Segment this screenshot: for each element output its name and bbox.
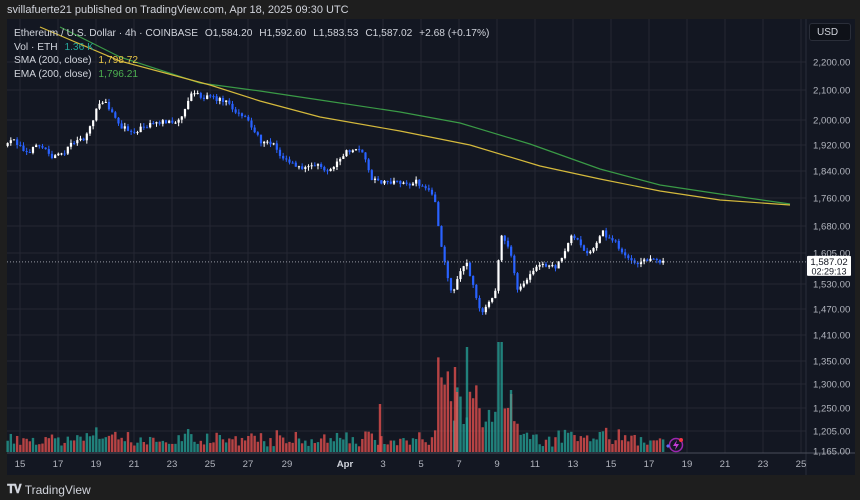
price-tick-label: 1,470.00 [813,305,850,316]
tradingview-logo-icon: 𝐓𝐕 [7,482,22,496]
time-tick-label: 23 [758,459,769,470]
time-tick-label: 25 [796,459,807,470]
lightning-event-icon[interactable] [666,437,684,453]
time-tick-label: 23 [167,459,178,470]
close-value: C1,587.02 [365,28,413,39]
chart-area[interactable] [7,19,855,475]
price-tick-label: 2,200.00 [813,58,850,69]
price-tick-label: 1,410.00 [813,331,850,342]
time-tick-label: 9 [494,459,499,470]
sma-value: 1,798.72 [98,55,139,67]
price-tick-label: 1,680.00 [813,222,850,233]
last-price-label: 1,587.02 [810,257,847,268]
time-tick-label: 17 [53,459,64,470]
price-tick-label: 1,605.00 [813,249,850,260]
sma-label: SMA (200, close) [14,55,92,67]
ema-label: EMA (200, close) [14,68,92,80]
time-tick-label: 29 [282,459,293,470]
time-tick-label: 7 [456,459,461,470]
price-tick-label: 1,205.00 [813,427,850,438]
sma-line [39,26,791,206]
price-tick-label: 1,920.00 [813,141,850,152]
sma-legend-row[interactable]: SMA (200, close) 1,798.72 [14,54,489,68]
time-tick-label: 27 [243,459,254,470]
ema-value: 1,796.21 [98,68,139,80]
time-tick-label: 5 [418,459,423,470]
time-tick-label: 19 [682,459,693,470]
candles[interactable] [6,90,665,316]
volume-legend-row[interactable]: Vol · ETH 1.36 K [14,41,489,55]
price-tick-label: 2,100.00 [813,86,850,97]
time-tick-label: 25 [205,459,216,470]
price-tick-label: 1,840.00 [813,167,850,178]
price-tick-label: 2,000.00 [813,116,850,127]
publisher-header: svillafuerte21 published on TradingView.… [7,4,349,16]
symbol-title: Ethereum / U.S. Dollar · 4h · COINBASE [14,28,198,39]
last-price-badge [807,255,851,276]
volume-bars[interactable] [6,342,665,452]
time-tick-label: 15 [606,459,617,470]
time-tick-label: 17 [644,459,655,470]
time-axis[interactable]: 15 17 19 21 23 25 27 29 Apr 3 5 7 9 11 13 15 17 19 21 23 25 [15,459,807,470]
time-tick-label: 11 [530,459,540,470]
volume-value: 1.36 K [64,41,94,53]
brand-name: TradingView [24,482,91,497]
time-tick-label: 13 [568,459,579,470]
time-tick-label: 21 [129,459,140,470]
countdown-label: 02:29:13 [811,266,846,276]
grid [7,19,806,453]
ema-legend-row[interactable]: EMA (200, close) 1,796.21 [14,68,489,82]
price-tick-label: 1,165.00 [813,447,850,458]
time-tick-label: 15 [15,459,26,470]
time-tick-label: 19 [91,459,102,470]
currency-button[interactable]: USD [809,23,851,41]
price-tick-label: 1,350.00 [813,357,850,368]
low-value: L1,583.53 [313,28,359,39]
time-tick-label: 3 [380,459,385,470]
price-tick-label: 1,760.00 [813,194,850,205]
open-value: O1,584.20 [204,28,253,39]
price-axis[interactable]: 2,200.00 2,100.00 2,000.00 1,920.00 1,840.00… [813,58,850,458]
time-tick-label: 21 [720,459,731,470]
chart-legend: Ethereum / U.S. Dollar · 4h · COINBASE O… [14,27,489,81]
change-value: +2.68 (+0.17%) [419,28,490,39]
footer-brand: 𝐓𝐕 TradingView [7,482,91,497]
price-tick-label: 1,250.00 [813,404,850,415]
price-tick-label: 1,530.00 [813,280,850,291]
price-tick-label: 1,300.00 [813,380,850,391]
symbol-legend-row[interactable]: Ethereum / U.S. Dollar · 4h · COINBASE O… [14,27,489,41]
volume-label: Vol · ETH [14,41,58,53]
time-tick-label: Apr [337,459,354,470]
high-value: H1,592.60 [259,28,307,39]
